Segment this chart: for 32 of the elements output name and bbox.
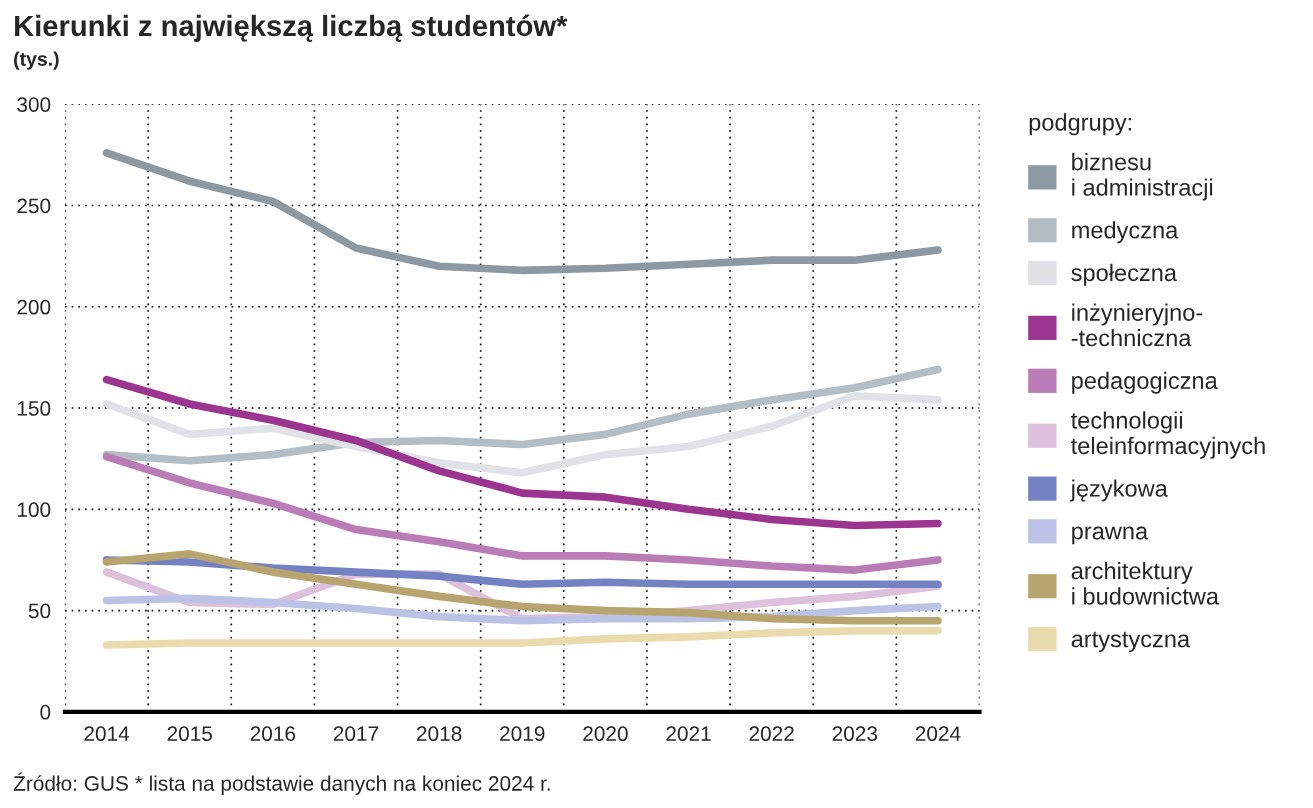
x-tick-label: 2022 [749,726,794,742]
legend-title: podgrupy: [1029,113,1132,136]
legend-label: pedagogiczna [1072,371,1218,394]
legend-label: technologii teleinformacyjnych [1071,411,1265,459]
legend-label: inżynieryjno- -techniczna [1071,303,1203,347]
y-tick-label: 150 [17,401,51,416]
chart-title: Kierunki z największą liczbą studentów* [15,14,568,42]
y-tick-label: 50 [28,603,51,619]
x-tick-label: 2018 [416,726,462,742]
x-tick-label: 2017 [333,726,379,742]
y-tick-label: 250 [17,198,51,214]
chart-subtitle: (tys.) [14,51,59,70]
x-tick-label: 2020 [583,726,628,742]
x-tick-label: 2021 [666,726,711,742]
legend-label: prawna [1072,526,1149,545]
legend-label: medyczna [1072,221,1179,244]
x-tick-label: 2015 [167,726,212,742]
y-tick-label: 200 [17,299,51,315]
legend-label: społeczna [1071,263,1177,286]
y-tick-label: 100 [17,502,51,518]
x-tick-label: 2016 [250,726,296,742]
legend-label: artystyczna [1071,631,1191,653]
x-tick-label: 2023 [832,726,878,742]
y-tick-label: 300 [17,97,51,112]
text: Źródło: GUS * lista na podstawie danych na koniec 2024 r. [13,772,550,795]
x-tick-label: 2014 [84,726,130,742]
y-tick-label: 0 [40,704,51,720]
legend-label: językowa [1070,479,1168,502]
legend-label: architektury i budownictwa [1071,561,1219,605]
legend-label: biznesu i administracji [1072,153,1213,201]
x-tick-label: 2019 [500,726,545,742]
x-tick-label: 2024 [915,726,961,742]
